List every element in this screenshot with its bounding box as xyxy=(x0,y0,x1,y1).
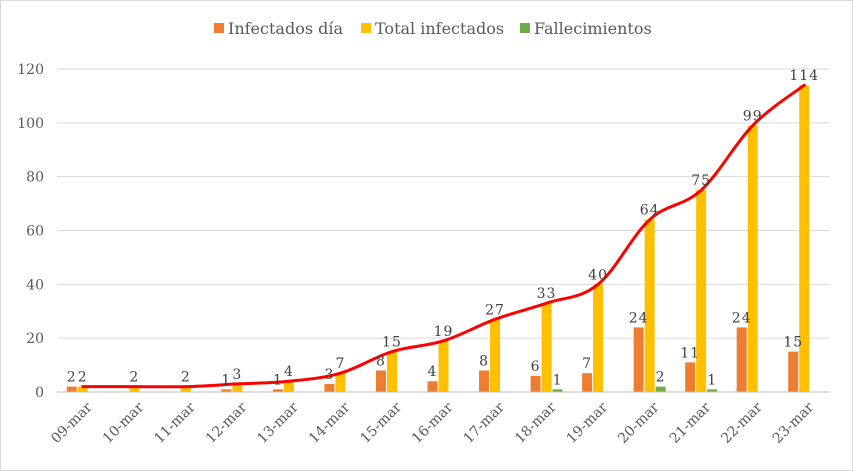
x-tick-label: 14-mar xyxy=(306,399,353,446)
bar-fallecimientos xyxy=(552,389,563,392)
data-label: 11 xyxy=(680,345,700,361)
legend-label: Total infectados xyxy=(375,19,504,38)
x-tick-label: 21-mar xyxy=(667,399,714,446)
data-label: 1 xyxy=(707,372,717,388)
data-label: 24 xyxy=(629,310,649,326)
y-tick-label: 20 xyxy=(26,331,44,347)
data-label: 4 xyxy=(428,364,438,380)
data-label: 7 xyxy=(335,356,345,372)
bar-infectados-día xyxy=(221,389,232,392)
data-label: 19 xyxy=(434,324,454,340)
data-label: 4 xyxy=(284,364,294,380)
x-tick-label: 22-mar xyxy=(718,399,765,446)
bar-total-infectados xyxy=(77,386,88,392)
bar-infectados-día xyxy=(427,381,438,392)
data-label: 1 xyxy=(221,372,231,388)
data-label: 8 xyxy=(479,353,489,369)
data-label: 8 xyxy=(376,353,386,369)
data-label: 64 xyxy=(640,203,660,219)
bar-total-infectados xyxy=(386,351,397,392)
y-tick-label: 0 xyxy=(35,385,44,401)
x-tick-label: 09-mar xyxy=(48,399,95,446)
data-label: 2 xyxy=(129,370,139,386)
data-label: 1 xyxy=(273,372,283,388)
x-tick-label: 20-mar xyxy=(615,399,662,446)
data-label: 99 xyxy=(743,109,763,125)
legend-swatch xyxy=(361,23,371,33)
bar-infectados-día xyxy=(66,386,77,392)
x-tick-label: 18-mar xyxy=(512,399,559,446)
legend-swatch xyxy=(214,23,224,33)
bar-infectados-día xyxy=(530,375,541,392)
data-label: 114 xyxy=(789,68,819,84)
bar-infectados-día xyxy=(685,362,696,392)
data-label: 33 xyxy=(537,286,557,302)
data-label: 2 xyxy=(67,370,77,386)
data-label: 27 xyxy=(485,302,505,318)
legend-label: Infectados día xyxy=(228,19,343,38)
data-label: 6 xyxy=(531,359,541,375)
trend-line xyxy=(81,83,806,389)
data-label: 75 xyxy=(691,173,711,189)
legend-label: Fallecimientos xyxy=(534,19,652,38)
data-label: 15 xyxy=(382,335,402,351)
data-label: 15 xyxy=(783,335,803,351)
y-tick-label: 80 xyxy=(26,170,44,186)
data-label: 24 xyxy=(732,310,752,326)
trend-line-group xyxy=(81,83,806,389)
legend-swatch xyxy=(520,23,530,33)
data-label: 7 xyxy=(582,356,592,372)
bar-infectados-día xyxy=(788,351,799,392)
bar-total-infectados xyxy=(644,219,655,392)
data-label: 2 xyxy=(656,370,666,386)
bar-total-infectados xyxy=(593,284,604,392)
data-label: 1 xyxy=(553,372,563,388)
bar-infectados-día xyxy=(582,373,593,392)
bar-fallecimientos xyxy=(655,386,666,392)
bars xyxy=(66,85,810,393)
x-tick-label: 12-mar xyxy=(203,399,250,446)
x-tick-label: 15-mar xyxy=(358,399,405,446)
bar-total-infectados xyxy=(232,383,243,392)
bar-total-infectados xyxy=(129,386,140,392)
bar-total-infectados xyxy=(438,340,449,392)
y-tick-label: 40 xyxy=(26,277,44,293)
data-label: 40 xyxy=(588,267,608,283)
data-label: 3 xyxy=(232,367,242,383)
bar-infectados-día xyxy=(272,389,283,392)
x-tick-label: 19-mar xyxy=(564,399,611,446)
data-label: 2 xyxy=(181,370,191,386)
x-tick-label: 16-mar xyxy=(409,399,456,446)
x-tick-label: 17-mar xyxy=(461,399,508,446)
x-tick-label: 13-mar xyxy=(254,399,301,446)
bar-fallecimientos xyxy=(707,389,718,392)
bar-infectados-día xyxy=(375,370,386,392)
bar-infectados-día xyxy=(324,383,335,392)
bar-infectados-día xyxy=(633,327,644,392)
bar-total-infectados xyxy=(747,125,758,393)
y-tick-label: 120 xyxy=(17,62,44,78)
bar-total-infectados xyxy=(799,85,810,393)
x-tick-label: 10-mar xyxy=(100,399,147,446)
bar-total-infectados xyxy=(335,373,346,392)
x-axis: 09-mar 10-mar 11-mar 12-mar 13-mar 14-mar 15-m… xyxy=(48,391,830,447)
x-tick-label: 11-mar xyxy=(151,399,198,446)
bar-total-infectados xyxy=(696,190,707,392)
data-label: 3 xyxy=(324,367,334,383)
bar-total-infectados xyxy=(490,319,501,392)
bar-total-infectados xyxy=(283,381,294,392)
x-tick-label: 23-mar xyxy=(770,399,817,446)
y-tick-label: 100 xyxy=(17,116,44,132)
y-axis: 0 20 40 60 80 100 120 xyxy=(17,62,44,401)
data-label: 2 xyxy=(78,370,88,386)
bar-infectados-día xyxy=(479,370,490,392)
bar-total-infectados xyxy=(180,386,191,392)
bar-total-infectados xyxy=(541,303,552,392)
legend: Infectados día Total infectados Fallecimie… xyxy=(214,19,652,38)
bar-infectados-día xyxy=(736,327,747,392)
y-tick-label: 60 xyxy=(26,224,44,240)
